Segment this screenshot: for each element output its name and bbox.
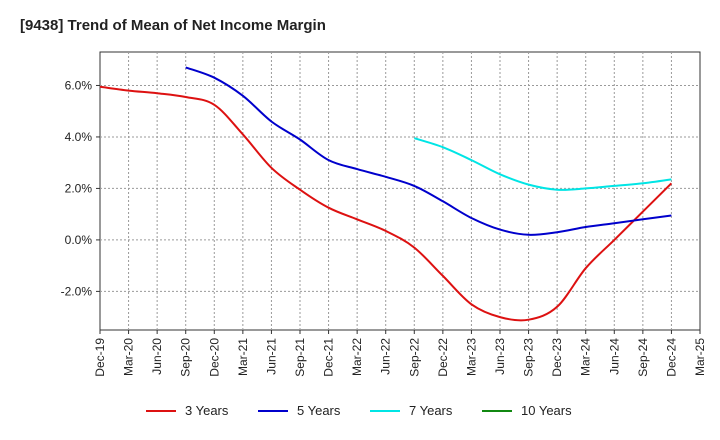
x-tick-label: Jun-20 [150,338,164,375]
legend-label-7-years: 7 Years [409,403,453,418]
legend-label-10-years: 10 Years [521,403,572,418]
x-tick-label: Mar-25 [693,338,707,376]
y-tick-label: 6.0% [65,78,93,92]
y-tick-label: 4.0% [65,130,93,144]
x-tick-label: Sep-23 [522,338,536,377]
x-tick-label: Sep-21 [293,338,307,377]
x-tick-label: Dec-20 [207,338,221,377]
x-tick-label: Dec-23 [550,338,564,377]
legend-label-5-years: 5 Years [297,403,341,418]
x-tick-label: Jun-22 [379,338,393,375]
x-tick-label: Dec-24 [664,338,678,377]
x-axis: Dec-19 Mar-20 Jun-20 Sep-20 Dec-20 Mar-21 Jun-… [93,330,707,377]
plot-frame [99,51,701,331]
chart-title: [9438] Trend of Mean of Net Income Margi… [20,17,326,34]
series-line-7-years [413,137,672,191]
x-tick-label: Sep-20 [179,338,193,377]
x-tick-label: Mar-24 [579,338,593,376]
series-line-5-years [185,66,672,236]
y-tick-label: 2.0% [65,181,93,195]
x-tick-label: Sep-24 [636,338,650,377]
x-tick-label: Sep-22 [407,338,421,377]
legend-label-3-years: 3 Years [185,403,229,418]
legend: 3 Years 5 Years 7 Years 10 Years [146,403,572,418]
plot-area [99,51,701,331]
x-tick-label: Jun-24 [607,338,621,375]
x-tick-label: Dec-19 [93,338,107,377]
x-tick-label: Dec-21 [322,338,336,377]
x-tick-label: Dec-22 [436,338,450,377]
x-tick-label: Mar-22 [350,338,364,376]
y-tick-label: -2.0% [61,284,93,298]
x-tick-label: Jun-21 [264,338,278,375]
x-tick-label: Mar-21 [236,338,250,376]
y-axis: -2.0% 0.0% 2.0% 4.0% 6.0% [61,78,100,298]
x-tick-label: Mar-20 [122,338,136,376]
x-tick-label: Mar-23 [464,338,478,376]
series-line-3-years [99,85,673,322]
y-tick-label: 0.0% [65,233,93,247]
x-tick-label: Jun-23 [493,338,507,375]
